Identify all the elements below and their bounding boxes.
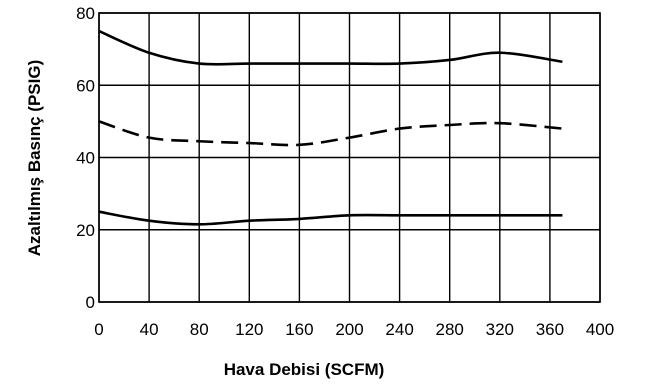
x-tick-label: 240 <box>385 320 413 339</box>
series-line-3 <box>98 210 563 226</box>
y-tick-label: 20 <box>76 221 95 240</box>
y-tick-label: 80 <box>76 4 95 23</box>
x-tick-label: 40 <box>140 320 159 339</box>
y-axis-title: Azaltılmış Basınç (PSIG) <box>25 60 44 257</box>
y-tick-label: 0 <box>86 293 95 312</box>
x-tick-label: 280 <box>436 320 464 339</box>
tick-layer: 0 40 80 120 160 200 240 280 320 360 400 0 20 40 60 80 <box>76 4 614 339</box>
x-tick-label: 80 <box>190 320 209 339</box>
x-tick-label: 0 <box>94 320 103 339</box>
series-line-1 <box>98 29 563 66</box>
plot-frame <box>98 12 601 303</box>
x-tick-label: 120 <box>235 320 263 339</box>
x-tick-label: 200 <box>335 320 363 339</box>
x-tick-label: 360 <box>536 320 564 339</box>
series-layer <box>98 29 563 226</box>
series-line-2 <box>98 120 563 147</box>
y-tick-label: 40 <box>76 149 95 168</box>
y-tick-label: 60 <box>76 76 95 95</box>
x-tick-label: 400 <box>586 320 614 339</box>
x-tick-label: 320 <box>486 320 514 339</box>
x-axis-title: Hava Debisi (SCFM) <box>224 360 385 379</box>
x-tick-label: 160 <box>285 320 313 339</box>
